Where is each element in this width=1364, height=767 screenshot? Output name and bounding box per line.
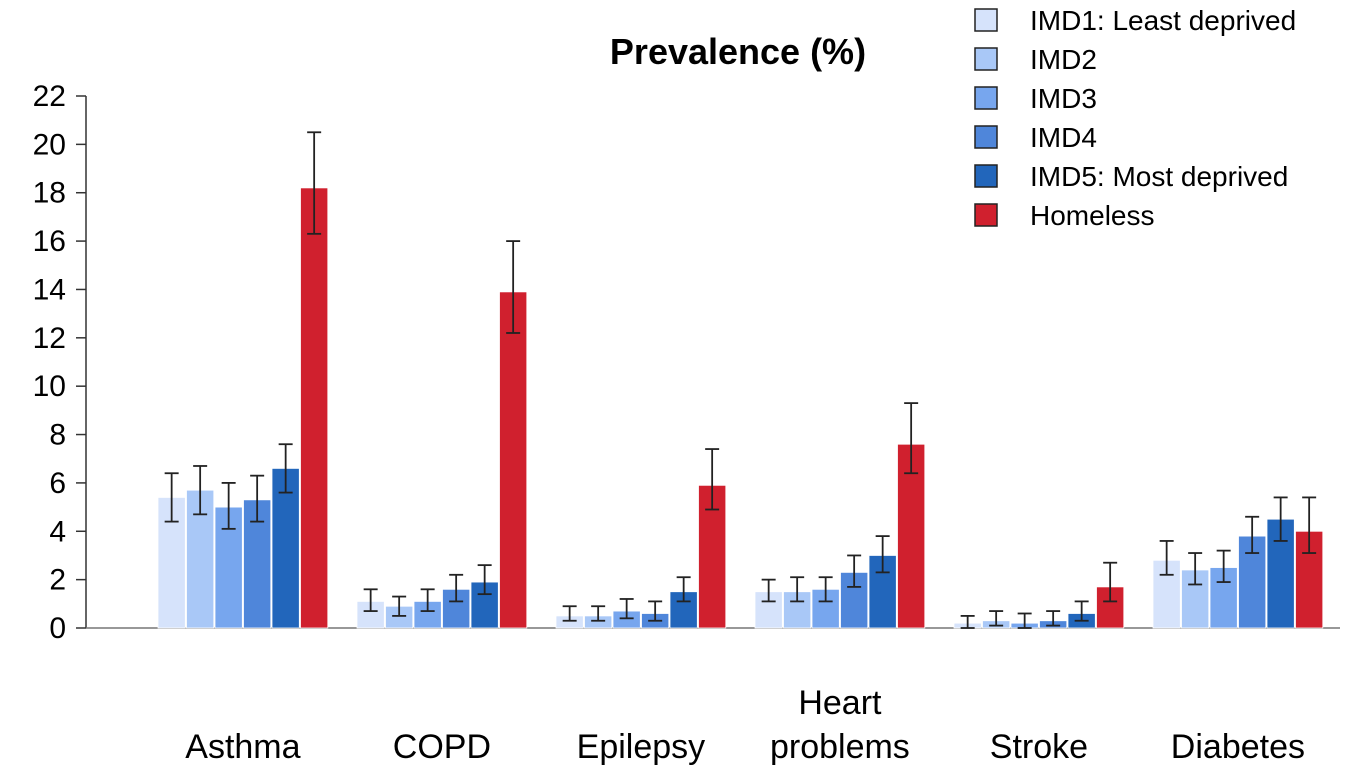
category-label: Stroke bbox=[990, 728, 1088, 766]
y-tick-label: 0 bbox=[49, 612, 66, 645]
y-tick-label: 2 bbox=[49, 564, 66, 597]
legend-swatch bbox=[974, 47, 998, 71]
y-tick-label: 10 bbox=[33, 370, 66, 403]
legend-swatch bbox=[974, 125, 998, 149]
bars bbox=[157, 187, 1324, 629]
y-tick-label: 6 bbox=[49, 467, 66, 500]
y-tick-label: 14 bbox=[33, 273, 66, 306]
error-bars bbox=[164, 131, 1317, 629]
legend-swatch bbox=[974, 8, 998, 32]
category-labels: Asthma COPD Epilepsy Heart problems Stroke Dia… bbox=[185, 684, 1305, 766]
bar bbox=[300, 187, 329, 629]
legend-swatch bbox=[974, 86, 998, 110]
bar bbox=[271, 467, 300, 629]
legend-label: IMD1: Least deprived bbox=[1030, 5, 1296, 36]
category-label: Diabetes bbox=[1171, 728, 1305, 766]
legend-label: IMD2 bbox=[1030, 44, 1097, 75]
y-tick-label: 16 bbox=[33, 225, 66, 258]
y-tick-label: 18 bbox=[33, 177, 66, 210]
category-label: COPD bbox=[393, 728, 491, 766]
legend-label: IMD3 bbox=[1030, 83, 1097, 114]
legend-label: IMD4 bbox=[1030, 122, 1097, 153]
category-label: Heart bbox=[798, 684, 882, 722]
category-label: Epilepsy bbox=[577, 728, 706, 766]
legend-label: IMD5: Most deprived bbox=[1030, 161, 1288, 192]
bar bbox=[499, 291, 528, 629]
y-tick-label: 8 bbox=[49, 419, 66, 452]
category-label: problems bbox=[770, 728, 910, 766]
legend: IMD1: Least deprived IMD2 IMD3 IMD4 IMD5: Mo… bbox=[974, 5, 1296, 231]
chart-title: Prevalence (%) bbox=[610, 31, 866, 72]
legend-swatch bbox=[974, 164, 998, 188]
legend-swatch bbox=[974, 203, 998, 227]
category-label: Asthma bbox=[185, 728, 300, 766]
y-tick-label: 22 bbox=[33, 80, 66, 113]
y-tick-label: 20 bbox=[33, 128, 66, 161]
legend-label: Homeless bbox=[1030, 200, 1154, 231]
y-tick-label: 12 bbox=[33, 322, 66, 355]
y-tick-label: 4 bbox=[49, 515, 66, 548]
y-axis: 0 2 4 6 8 10 12 14 16 18 20 22 bbox=[33, 80, 86, 645]
